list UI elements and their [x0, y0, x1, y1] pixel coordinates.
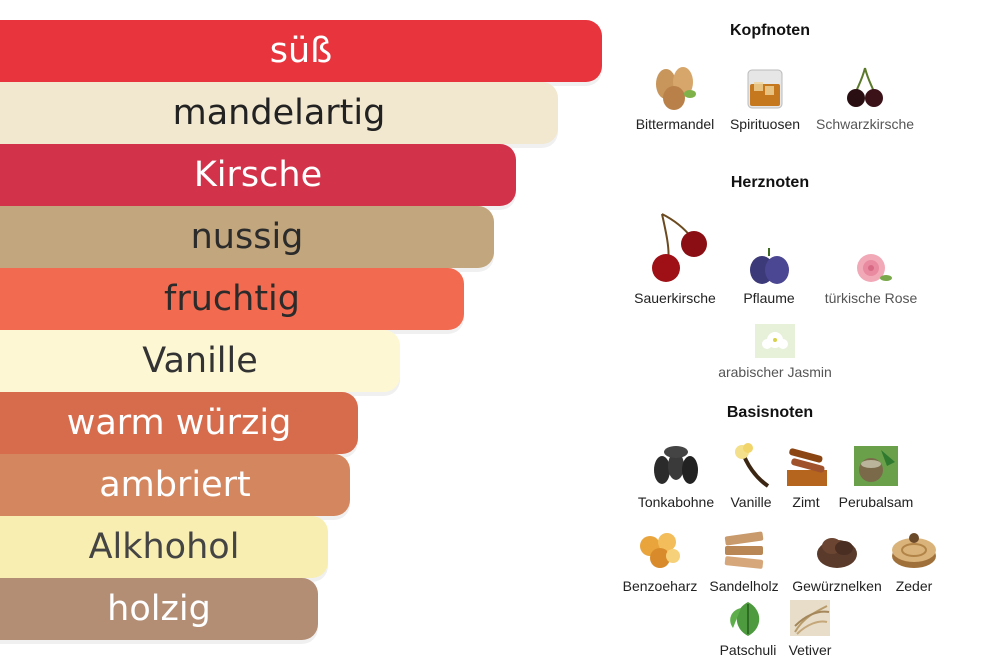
top-notes-heading: Kopfnoten [730, 22, 810, 39]
note-label: Zeder [895, 578, 933, 594]
accord-bar-suess: süß [0, 20, 602, 82]
whisky-glass-icon [740, 62, 790, 112]
note-label: Sandelholz [709, 578, 779, 594]
note-label: türkische Rose [824, 290, 918, 306]
note-label: Benzoeharz [622, 578, 698, 594]
plum-icon [744, 244, 794, 286]
fragrance-notes-panel: Kopfnoten Bittermandel Spirituosen Schwa… [610, 0, 984, 672]
note-zimt[interactable]: Zimt [746, 440, 866, 510]
rose-icon [846, 250, 896, 286]
note-benzoeharz[interactable]: Benzoeharz [600, 524, 720, 594]
note-label: Pflaume [743, 290, 795, 306]
accord-bar-ambriert: ambriert [0, 454, 350, 516]
peru-balsam-icon [851, 440, 901, 490]
note-label: Bittermandel [635, 116, 715, 132]
note-tonkabohne[interactable]: Tonkabohne [616, 440, 736, 510]
accord-label: Vanille [142, 340, 258, 381]
accord-bar-nussig: nussig [0, 206, 494, 268]
heart-notes-heading: Herznoten [730, 174, 810, 191]
accord-bar-vanille: Vanille [0, 330, 400, 392]
note-patschuli[interactable]: Patschuli [688, 598, 808, 658]
almond-icon [650, 62, 700, 112]
accord-label: nussig [190, 216, 304, 257]
vanilla-icon [726, 440, 776, 490]
accord-bar-fruchtig: fruchtig [0, 268, 464, 330]
note-label: Tonkabohne [637, 494, 715, 510]
accord-bar-holzig: holzig [0, 578, 318, 640]
note-sandelholz[interactable]: Sandelholz [684, 524, 804, 594]
note-label: Gewürznelken [792, 578, 882, 594]
note-label: arabischer Jasmin [718, 364, 832, 380]
accord-label: ambriert [99, 464, 251, 505]
accord-label: Alkhohol [88, 526, 240, 567]
note-label: Zimt [792, 494, 820, 510]
note-label: Vanille [730, 494, 772, 510]
accord-label: holzig [107, 588, 211, 629]
accord-label: Kirsche [193, 154, 323, 195]
note-label: Vetiver [788, 642, 832, 658]
note-bittermandel[interactable]: Bittermandel [615, 62, 735, 132]
clove-icon [812, 524, 862, 574]
black-cherry-icon [840, 62, 890, 112]
base-notes-heading: Basisnoten [726, 404, 814, 421]
sandalwood-icon [719, 524, 769, 574]
jasmine-icon [750, 322, 800, 360]
sour-cherry-icon [640, 210, 710, 286]
patchouli-icon [723, 598, 773, 638]
note-label: Perubalsam [838, 494, 914, 510]
note-arabischer-jasmin[interactable]: arabischer Jasmin [715, 322, 835, 380]
cedar-icon [889, 524, 939, 574]
accord-label: mandelartig [172, 92, 386, 133]
tonka-bean-icon [648, 440, 704, 490]
accord-bar-warm-wuerzig: warm würzig [0, 392, 358, 454]
accord-label: fruchtig [164, 278, 300, 319]
note-perubalsam[interactable]: Perubalsam [816, 440, 936, 510]
accord-bar-alkhohol: Alkhohol [0, 516, 328, 578]
note-sauerkirsche[interactable]: Sauerkirsche [615, 210, 735, 306]
accord-bar-mandelartig: mandelartig [0, 82, 558, 144]
accord-bar-kirsche: Kirsche [0, 144, 516, 206]
benzoin-resin-icon [635, 524, 685, 574]
note-schwarzkirsche[interactable]: Schwarzkirsche [805, 62, 925, 132]
note-label: Patschuli [719, 642, 777, 658]
accord-label: warm würzig [66, 402, 292, 443]
note-gewuerznelken[interactable]: Gewürznelken [777, 524, 897, 594]
vetiver-icon [785, 598, 835, 638]
note-label: Schwarzkirsche [815, 116, 915, 132]
note-pflaume[interactable]: Pflaume [709, 244, 829, 306]
note-zeder[interactable]: Zeder [854, 524, 974, 594]
note-tuerkische-rose[interactable]: türkische Rose [811, 250, 931, 306]
note-vetiver[interactable]: Vetiver [750, 598, 870, 658]
note-vanille[interactable]: Vanille [691, 440, 811, 510]
note-spirituosen[interactable]: Spirituosen [705, 62, 825, 132]
note-label: Sauerkirsche [634, 290, 716, 306]
note-label: Spirituosen [729, 116, 801, 132]
accord-label: süß [269, 30, 333, 71]
cinnamon-icon [781, 440, 831, 490]
